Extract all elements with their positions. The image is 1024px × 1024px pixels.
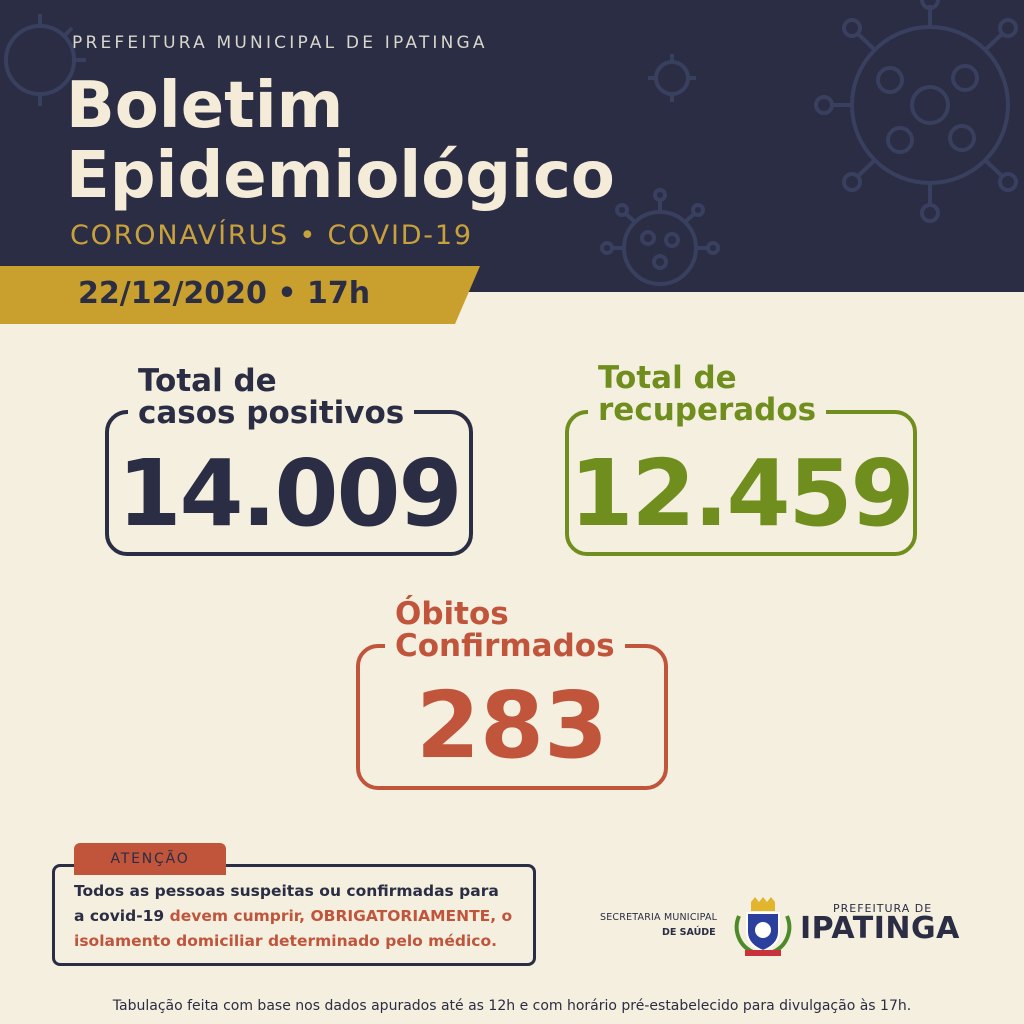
cases-value: 14.009 [117, 440, 462, 547]
organization-name: PREFEITURA MUNICIPAL DE IPATINGA [72, 33, 488, 53]
notice-title: ATENÇÃO [74, 843, 226, 875]
notice-line2-highlight: devem cumprir, OBRIGATORIAMENTE, o [169, 907, 513, 925]
logo-top-text: PREFEITURA DE [833, 902, 933, 915]
cases-label-line2: casos positivos [138, 395, 405, 431]
ipatinga-crest-icon [734, 897, 792, 956]
notice-box [52, 864, 536, 966]
recovered-value: 12.459 [569, 440, 914, 547]
recovered-label: Total de recuperados [588, 360, 827, 428]
secretaria-line2: DE SAÚDE [662, 927, 716, 938]
cases-label: Total de casos positivos [128, 363, 415, 431]
deaths-label: Óbitos Confirmados [385, 598, 625, 662]
notice-line1: Todos as pessoas suspeitas ou confirmada… [74, 882, 499, 900]
bulletin-date: 22/12/2020 • 17h [78, 276, 371, 311]
recovered-label-line2: recuperados [598, 392, 817, 428]
notice-line2-start: a covid-19 [74, 907, 170, 925]
deaths-label-line2: Confirmados [395, 628, 615, 664]
page-title-line2: Epidemiológico [66, 139, 615, 213]
deaths-label-line1: Óbitos [395, 596, 509, 632]
cases-label-line1: Total de [138, 363, 277, 399]
logo-main-text: IPATINGA [800, 911, 960, 946]
page-title-line1: Boletim [66, 69, 344, 143]
secretaria-line1: SECRETARIA MUNICIPAL [600, 912, 718, 923]
header-background [0, 0, 1024, 292]
notice-line2: a covid-19 devem cumprir, OBRIGATORIAMEN… [74, 907, 512, 925]
recovered-label-line1: Total de [598, 360, 737, 396]
date-band [0, 266, 480, 324]
page-subtitle: CORONAVÍRUS • COVID-19 [70, 220, 473, 251]
deaths-value: 283 [415, 672, 609, 779]
notice-line3: isolamento domiciliar determinado pelo m… [74, 932, 497, 950]
footer-note: Tabulação feita com base nos dados apura… [112, 998, 912, 1014]
coronavirus-icon [4, 0, 1018, 286]
